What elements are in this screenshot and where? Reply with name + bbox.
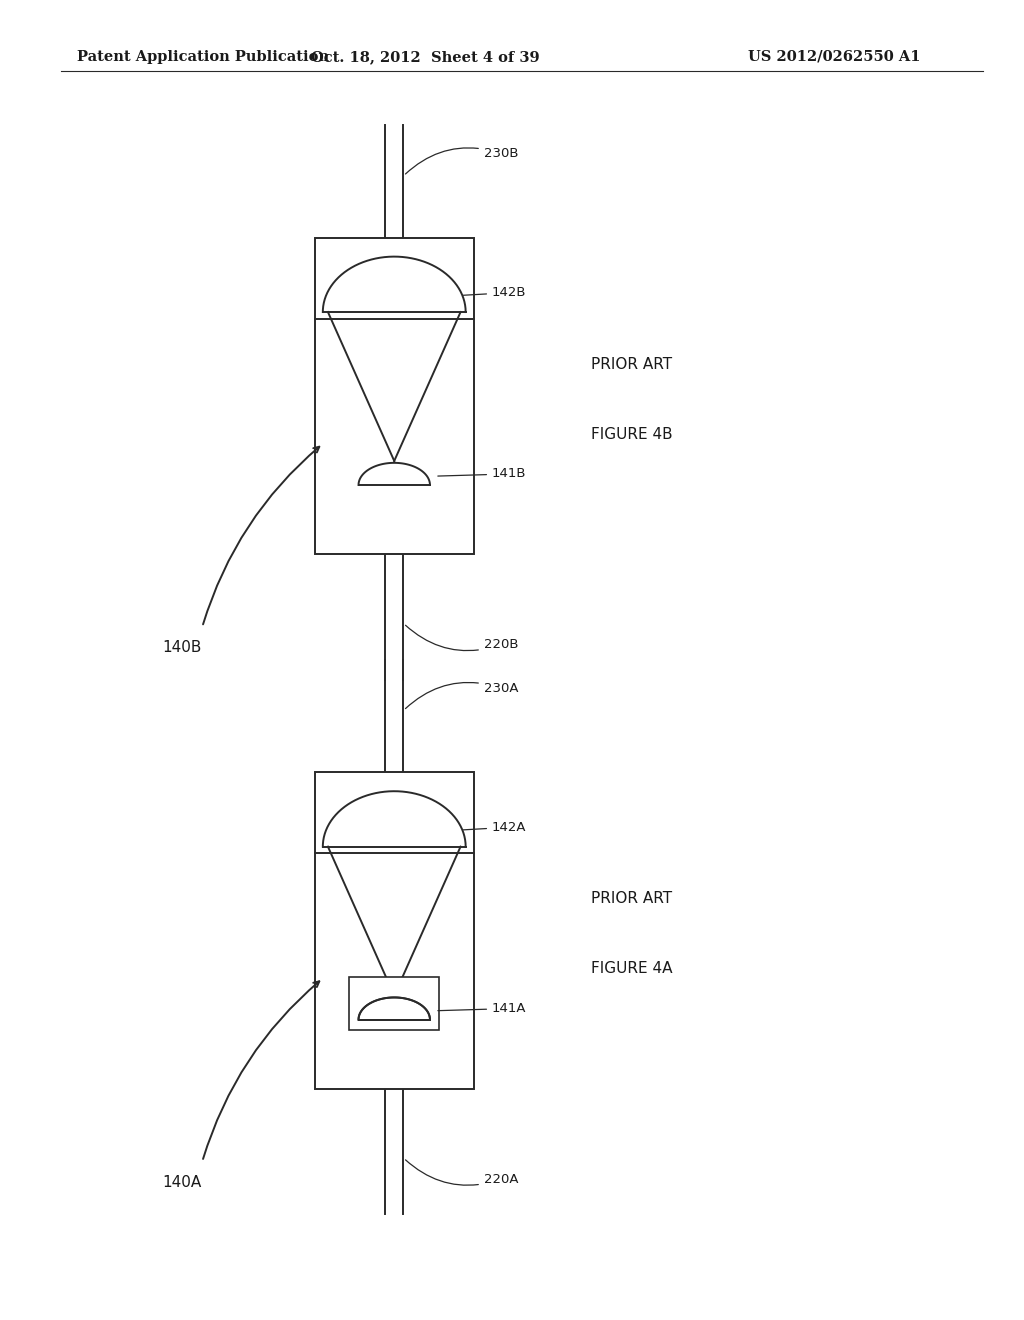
Text: Patent Application Publication: Patent Application Publication — [77, 50, 329, 63]
Text: 142B: 142B — [463, 286, 526, 300]
Bar — [315, 772, 473, 1089]
Bar — [315, 238, 473, 554]
Text: 142A: 142A — [463, 821, 526, 834]
Text: 220B: 220B — [406, 626, 518, 651]
Text: 140A: 140A — [162, 1175, 202, 1189]
Text: 220A: 220A — [406, 1160, 518, 1185]
Text: Oct. 18, 2012  Sheet 4 of 39: Oct. 18, 2012 Sheet 4 of 39 — [310, 50, 540, 63]
Text: US 2012/0262550 A1: US 2012/0262550 A1 — [748, 50, 920, 63]
Text: PRIOR ART: PRIOR ART — [592, 356, 673, 372]
Text: 230B: 230B — [406, 147, 518, 174]
Text: 141A: 141A — [438, 1002, 526, 1015]
Text: 230A: 230A — [406, 681, 518, 709]
Bar — [349, 977, 439, 1030]
Text: FIGURE 4A: FIGURE 4A — [592, 961, 673, 975]
Text: 141B: 141B — [438, 467, 526, 480]
Text: PRIOR ART: PRIOR ART — [592, 891, 673, 907]
Text: FIGURE 4B: FIGURE 4B — [592, 426, 673, 441]
Text: 140B: 140B — [162, 640, 202, 655]
